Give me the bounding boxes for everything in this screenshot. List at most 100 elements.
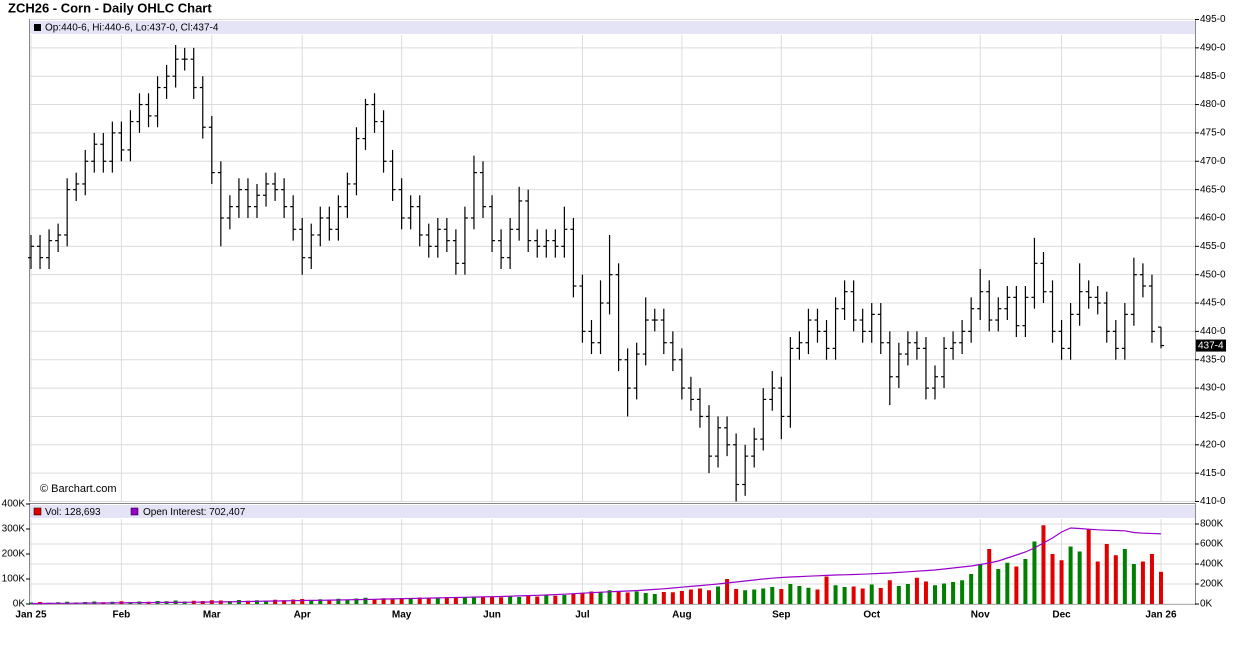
- volume-bar: [1140, 561, 1145, 604]
- volume-bar: [670, 592, 675, 604]
- volume-bar: [553, 595, 558, 604]
- oi-legend-value: 702,407: [209, 507, 246, 518]
- volume-bar: [517, 597, 522, 604]
- volume-bar: [1068, 546, 1073, 604]
- volume-bar: [264, 600, 269, 604]
- volume-bar: [1122, 549, 1127, 604]
- volume-bar: [969, 574, 974, 604]
- y-tick-label: 400K: [2, 499, 26, 510]
- volume-bar: [725, 579, 730, 604]
- volume-bar: [381, 598, 386, 604]
- y-tick-label: 415-0: [1200, 468, 1226, 479]
- volume-bar: [1050, 554, 1055, 604]
- volume-bar: [652, 594, 657, 604]
- volume-bar: [1005, 562, 1010, 604]
- vol-legend-name: Vol:: [45, 507, 62, 518]
- x-tick-label: Sep: [772, 610, 790, 621]
- volume-bar: [942, 583, 947, 604]
- volume-bar: [978, 564, 983, 604]
- volume-bar: [372, 599, 377, 604]
- volume-bar: [1032, 541, 1037, 604]
- y-tick-label: 470-0: [1200, 156, 1226, 167]
- y-tick-label: 425-0: [1200, 411, 1226, 422]
- volume-bar: [887, 580, 892, 604]
- volume-bar: [227, 601, 232, 604]
- volume-bar: [1104, 544, 1109, 604]
- volume-bar: [535, 596, 540, 604]
- y-tick-label: 460-0: [1200, 213, 1226, 224]
- y-tick-label: 435-0: [1200, 354, 1226, 365]
- volume-bar: [526, 596, 531, 604]
- y-tick-label: 430-0: [1200, 383, 1226, 394]
- x-tick-label: Aug: [672, 610, 691, 621]
- volume-bar: [960, 580, 965, 604]
- x-tick-label: Oct: [863, 610, 880, 621]
- volume-bar: [788, 584, 793, 604]
- volume-bar: [499, 597, 504, 604]
- y-tick-label: 800K: [1200, 519, 1224, 530]
- volume-bar: [598, 592, 603, 604]
- x-tick-label: Mar: [203, 610, 221, 621]
- volume-bar: [1095, 561, 1100, 604]
- volume-bar: [643, 593, 648, 604]
- volume-bar: [318, 599, 323, 604]
- volume-header-band: [30, 505, 1195, 518]
- y-tick-label: 300K: [2, 524, 26, 535]
- oi-legend-name: Open Interest:: [143, 507, 206, 518]
- volume-bar: [408, 598, 413, 604]
- volume-bar: [634, 591, 639, 604]
- volume-bar: [291, 599, 296, 604]
- volume-bar: [580, 592, 585, 604]
- volume-bar: [417, 597, 422, 604]
- volume-bar: [833, 585, 838, 604]
- vol-legend-value: 128,693: [64, 507, 101, 518]
- chart-title: ZCH26 - Corn - Daily OHLC Chart: [8, 0, 212, 15]
- y-tick-label: 455-0: [1200, 241, 1226, 252]
- volume-bar: [1086, 529, 1091, 604]
- volume-bar: [923, 581, 928, 604]
- volume-bar: [399, 598, 404, 604]
- volume-bar: [752, 589, 757, 604]
- volume-bar: [435, 597, 440, 604]
- y-tick-label: 465-0: [1200, 184, 1226, 195]
- x-tick-label: Jun: [483, 610, 501, 621]
- volume-bar: [255, 600, 259, 604]
- volume-bar: [933, 585, 937, 604]
- volume-bar: [336, 598, 341, 604]
- volume-bar: [860, 588, 865, 604]
- y-tick-label: 475-0: [1200, 128, 1226, 139]
- vol-swatch: [33, 507, 42, 516]
- volume-bar: [1077, 551, 1082, 604]
- volume-bar: [589, 591, 594, 604]
- volume-bar: [453, 598, 458, 604]
- volume-bar: [625, 592, 630, 604]
- y-tick-label: 0K: [1200, 599, 1213, 610]
- y-tick-label: 410-0: [1200, 496, 1226, 507]
- x-tick-label: Feb: [113, 610, 131, 621]
- y-tick-label: 600K: [1200, 539, 1224, 550]
- volume-bar: [707, 590, 711, 604]
- volume-bar: [896, 586, 901, 604]
- volume-bar: [508, 596, 513, 604]
- y-tick-label: 200K: [2, 549, 26, 560]
- volume-bar: [697, 588, 702, 604]
- volume-bar: [345, 599, 350, 604]
- volume-bar: [1059, 560, 1064, 604]
- volume-bar: [1113, 555, 1118, 604]
- volume-bar: [490, 596, 495, 604]
- y-tick-label: 445-0: [1200, 298, 1226, 309]
- volume-bar: [661, 592, 666, 604]
- volume-bar: [390, 598, 395, 604]
- volume-bar: [462, 597, 467, 604]
- x-tick-label: Jul: [575, 610, 590, 621]
- volume-bar: [951, 582, 956, 604]
- y-tick-label: 490-0: [1200, 42, 1226, 53]
- volume-bar: [327, 599, 332, 604]
- volume-bar: [987, 549, 992, 604]
- volume-bar: [471, 596, 476, 604]
- oi-swatch: [130, 507, 139, 516]
- vol-legend: Vol: 128,693: [45, 507, 101, 518]
- volume-bar: [607, 590, 612, 604]
